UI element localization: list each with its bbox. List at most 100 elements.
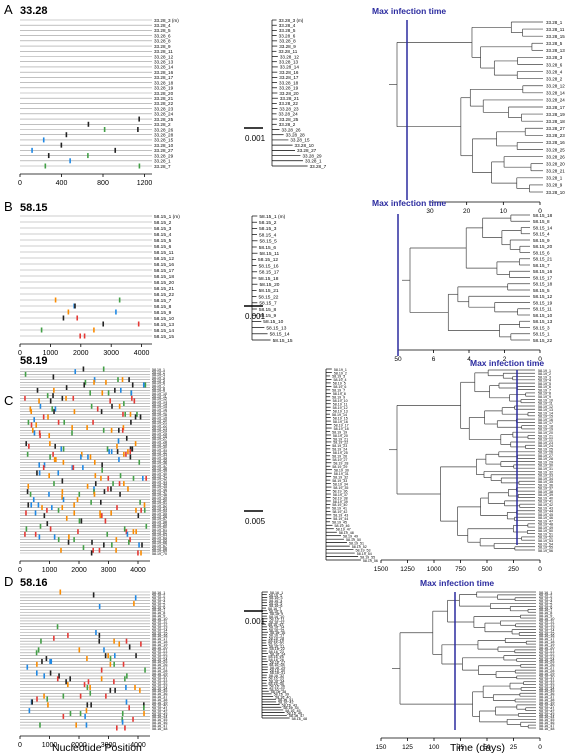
tree-tip-label: 33.28_28 [286,133,306,138]
tree-tip-label: 58.19_17 [334,423,349,427]
tree-tip-label: 58.15_5 [533,288,550,293]
sequence-label: 33.28_17 [154,75,174,80]
mutation-mark [34,510,37,516]
highlighter-plot-b: 58.15_1 (m)58.15_258.15_358.15_458.15_55… [18,214,180,357]
tree-tip-label: 58.19_6 [333,385,346,389]
mutation-mark [109,687,112,693]
mutation-mark [82,366,85,372]
mutation-mark [62,713,65,719]
sequence-label: 58.16_29 [152,672,167,676]
sequence-label: 58.19_36 [152,461,167,465]
mutation-mark [87,679,90,685]
scale-bar-a: 0.001 [244,127,266,143]
mutation-mark [25,526,28,532]
mutation-mark [126,531,129,537]
sequence-label: 58.16_10 [152,617,167,621]
sequence-label: 33.28_16 [154,70,174,75]
mutation-mark [62,693,65,699]
sequence-label: 58.16_4 [152,599,165,603]
sequence-label: 58.19_14 [152,402,167,406]
mutation-mark [69,676,71,682]
tree-tip-label: 33.28_24 [279,112,299,117]
mutation-mark [114,147,117,153]
sequence-label: 33.28_22 [154,101,174,106]
mutation-mark [138,459,141,465]
sequence-label: 58.19_35 [152,458,167,462]
tree-tip-label: 58.19_21 [333,437,348,441]
mutation-mark [53,457,56,463]
tree-tip-label: 58.15_18 [533,282,553,287]
mutation-mark [53,481,55,487]
mutation-mark [111,403,113,409]
time-axis-title: Time (days) [450,742,505,754]
mutation-mark [135,507,137,513]
tree-tip-label: 33.28_21 [280,96,300,101]
tree-tip-label: 58.16_4 [269,599,282,603]
mutation-mark [108,449,110,455]
tree-tip-label: 58.15_3 [259,226,277,232]
sequence-label: 58.19_63 [152,533,167,537]
sequence-label: 58.15_13 [154,322,174,328]
tree-tip-label: 58.19_36 [333,489,348,493]
sequence-label: 58.16_32 [152,681,167,685]
highlighter-tick-label: 4000 [130,742,146,749]
sequence-label: 58.19_55 [152,512,167,516]
tree-tip-label: 58.19_22 [538,438,553,442]
tree-tip-label: 58.15_3 [533,325,550,330]
mutation-mark [30,502,33,508]
tree-tip-label: 58.16_41 [278,698,293,702]
mutation-mark [74,369,77,375]
mutation-mark [129,411,132,417]
sequence-label: 33.28_3 (m) [154,18,179,23]
mutation-mark [115,537,118,543]
tree-tip-label: 58.16_26 [539,663,554,667]
mutation-mark [49,454,51,460]
sequence-label: 58.16_14 [152,628,167,632]
mutation-mark [27,502,30,508]
mutation-mark [39,403,42,409]
sequence-label: 58.16_44 [152,715,167,719]
mutation-mark [133,398,136,404]
tree-tip-label: 33.28_22 [279,101,299,106]
tree-tip-label: 58.19_11 [333,403,348,407]
mutation-mark [90,550,93,556]
tree-tip-label: 58.16_32 [539,681,554,685]
mutation-mark [31,427,34,433]
sequence-label: 58.19_40 [152,472,167,476]
tree-tip-label: 58.15_22 [258,294,278,300]
mutation-mark [26,664,29,670]
tree-tip-label: 58.16_18 [539,640,554,644]
sequence-label: 33.28_2 [154,122,171,127]
sequence-label: 58.16_20 [152,646,167,650]
mutation-mark [121,427,124,433]
mutation-mark [65,515,68,521]
tree-tip-label: 58.19_19 [332,430,347,434]
tree-tip-label: 58.19_51 [349,541,364,545]
tree-tip-label: 58.19_53 [355,548,370,552]
tree-tip-label: 58.15_1 (m) [259,214,285,220]
sequence-label: 58.16_2 [152,594,165,598]
sequence-label: 58.19_15 [152,405,167,409]
tree-tip-label: 58.19_29 [332,465,347,469]
tree-tip-label: 58.16_1 [539,591,552,595]
tree-tip-label: 58.16_30 [539,675,554,679]
mutation-mark [38,398,40,404]
highlighter-tick-label: 0 [18,350,22,357]
mutation-mark [129,537,131,543]
tree-tip-label: 33.28_13 [546,48,565,53]
mutation-mark [59,589,62,595]
sequence-label: 58.16_34 [152,686,167,690]
mutation-mark [51,505,53,511]
tree-tip-label: 33.28_19 [546,112,565,117]
tree-tip-label: 58.16_27 [539,666,554,670]
mutation-mark [101,462,103,468]
mutation-mark [125,435,128,441]
mutation-mark [86,483,89,489]
time-tick-label: 0 [538,566,542,573]
tree-tip-label: 58.16_25 [268,655,283,659]
sequence-label: 58.16_27 [152,666,167,670]
mutation-mark [101,467,103,473]
mutation-mark [115,547,117,553]
tree-tip-label: 58.16_17 [539,637,554,641]
highlighter-tick-label: 0 [18,742,22,749]
